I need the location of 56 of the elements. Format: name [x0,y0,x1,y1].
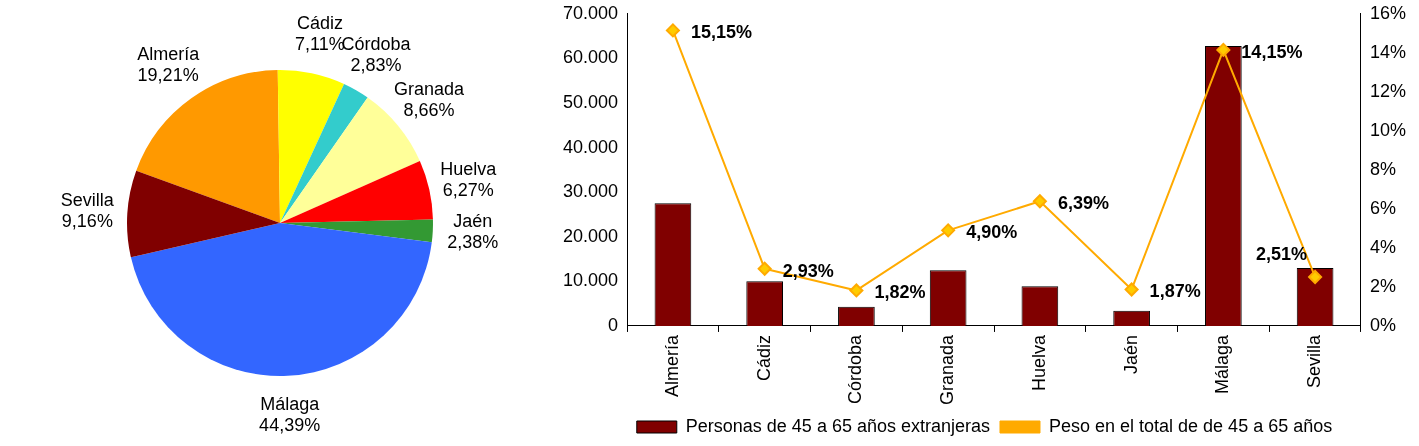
y-tick-label: 40.000 [562,136,619,157]
data-label: 1,82% [874,282,926,303]
data-label: 14,15% [1241,41,1303,62]
slice-label: Jaén [453,211,493,232]
slice-label: Cádiz [296,12,343,33]
data-label: 6,27% [442,180,494,201]
x-tick-label: Almería [661,333,682,397]
slice-label: Huelva [440,159,498,180]
y2-tick-label: 16% [1369,2,1406,23]
x-tick-label: Granada [937,333,958,406]
point [1124,282,1139,297]
data-label: 2,51% [1256,243,1308,264]
slice-label: Granada [393,78,465,99]
y-tick-label: 70.000 [562,2,619,23]
legend-label: Personas de 45 a 65 años extranjeras [685,415,990,436]
point [1032,194,1047,209]
data-label: 2,83% [350,55,402,76]
x-tick-label: Huelva [1028,333,1049,391]
point [941,223,956,238]
y-tick-label: 50.000 [562,91,619,112]
x-tick-label: Córdoba [845,333,866,404]
data-label: 4,90% [966,222,1018,243]
data-label: 15,15% [690,22,752,43]
legend-label: Peso en el total de de 45 a 65 años [1048,415,1333,436]
y2-tick-label: 6% [1369,197,1396,218]
y-tick-label: 30.000 [562,181,619,202]
y2-tick-label: 0% [1369,314,1396,335]
point [1216,42,1231,57]
y2-tick-label: 14% [1369,41,1406,62]
data-label: 2,93% [782,260,834,281]
point [849,283,864,298]
x-tick-label: Cádiz [753,334,774,381]
y2-tick-label: 4% [1369,236,1396,257]
y2-tick-label: 10% [1369,119,1406,140]
data-label: 9,16% [61,210,113,231]
x-tick-label: Sevilla [1304,333,1325,388]
point [757,261,772,276]
point [665,23,680,38]
data-label: 1,87% [1149,281,1201,302]
data-label: 2,38% [447,232,499,253]
y-tick-label: 20.000 [562,225,619,246]
x-tick-label: Jaén [1120,334,1141,374]
data-label: 19,21% [137,65,199,86]
data-label: 8,66% [403,99,455,120]
y2-tick-label: 2% [1369,275,1396,296]
y2-tick-label: 12% [1369,80,1406,101]
y-tick-label: 0 [608,314,619,335]
data-label: 6,39% [1057,193,1109,214]
y2-tick-label: 8% [1369,158,1396,179]
slice-label: Sevilla [60,189,115,210]
point [1308,269,1323,284]
x-tick-label: Málaga [1212,333,1233,394]
data-label: 44,39% [259,415,321,436]
slice-label: Almería [137,44,201,65]
y-tick-label: 60.000 [562,47,619,68]
y-tick-label: 10.000 [562,270,619,291]
